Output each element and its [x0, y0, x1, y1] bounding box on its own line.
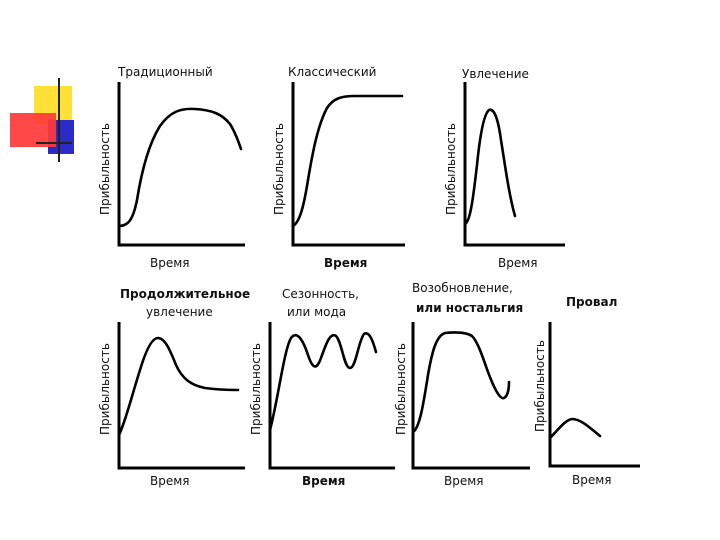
axes [117, 82, 245, 247]
panel-revival: Возобновление, или ностальгия Время Приб… [394, 281, 530, 488]
axes [548, 322, 640, 468]
profit-curve [411, 331, 511, 434]
y-axis-label: Прибыльность [394, 343, 408, 435]
panel-classic: Классический Время Прибыльность [272, 65, 405, 270]
decor-vertical-line [58, 78, 60, 162]
panel-extended-fad: Продолжительное увлечение Время Прибыльн… [98, 287, 250, 488]
panel-seasonal: Сезонность, или мода Время Прибыльность [249, 287, 395, 488]
profit-curve [463, 108, 517, 226]
panel-title-line: или ностальгия [416, 301, 523, 315]
panel-title-line: Увлечение [462, 67, 529, 81]
x-axis-label: Время [444, 474, 484, 488]
y-axis-label: Прибыльность [272, 123, 286, 215]
profit-curve [291, 94, 404, 228]
y-axis-label: Прибыльность [98, 123, 112, 215]
y-axis-label: Прибыльность [533, 340, 547, 432]
panel-title-line: Традиционный [117, 65, 213, 79]
axes [291, 82, 405, 247]
y-axis-label: Прибыльность [98, 343, 112, 435]
x-axis-label: Время [302, 474, 345, 488]
profit-curve [268, 332, 378, 432]
axes [117, 322, 245, 470]
x-axis-label: Время [324, 256, 367, 270]
panel-title-line: Сезонность, [282, 287, 359, 301]
x-axis-label: Время [498, 256, 538, 270]
panel-title-line: Классический [288, 65, 376, 79]
axes [463, 82, 565, 247]
panel-title-line: Провал [566, 295, 617, 309]
y-axis-label: Прибыльность [444, 123, 458, 215]
panel-title-line: или мода [287, 305, 346, 319]
panel-title-line: Возобновление, [412, 281, 513, 295]
panel-traditional: Традиционный Время Прибыльность [98, 65, 245, 270]
panel-title-line: Продолжительное [120, 287, 250, 301]
panel-fad: Увлечение Время Прибыльность [444, 67, 565, 270]
panel-flop: Провал Время Прибыльность [533, 295, 640, 487]
x-axis-label: Время [150, 474, 190, 488]
profit-curve [548, 417, 602, 440]
axes [268, 322, 395, 470]
x-axis-label: Время [150, 256, 190, 270]
y-axis-label: Прибыльность [249, 343, 263, 435]
panel-title-line: увлечение [146, 305, 213, 319]
decor-horizontal-line [36, 142, 72, 144]
profit-curve [117, 107, 243, 228]
x-axis-label: Время [572, 473, 612, 487]
decor-red-square [10, 113, 56, 147]
profit-curve [117, 336, 240, 437]
axes [411, 322, 530, 470]
